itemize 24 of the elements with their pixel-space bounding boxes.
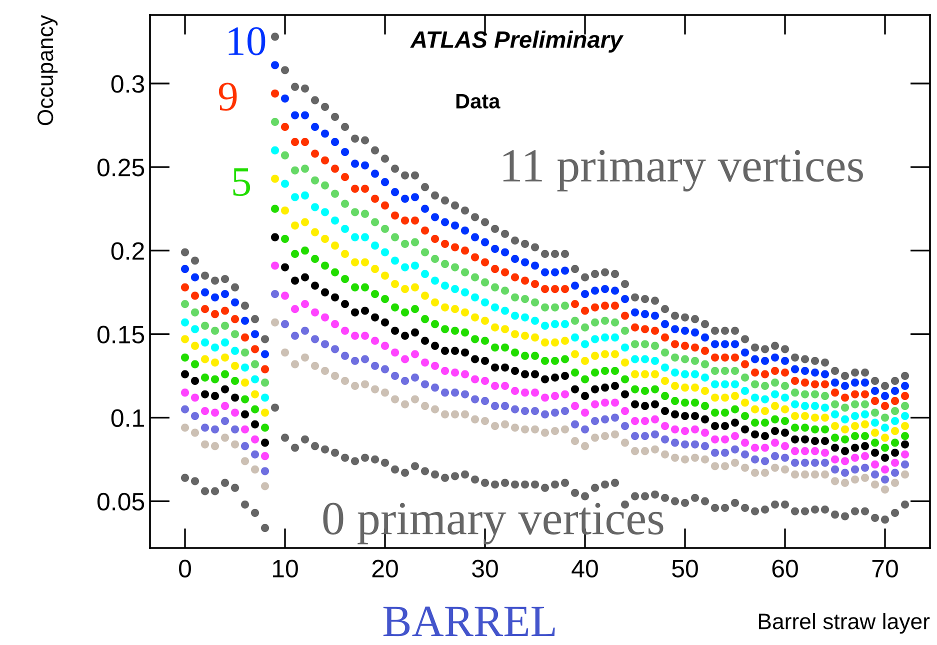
x-tick-label: 0 <box>179 560 191 578</box>
y-tick-label: 0.05 <box>97 492 144 511</box>
y-tick-label: 0.15 <box>97 326 144 344</box>
x-tick-label: 30 <box>472 560 498 578</box>
x-tick-label: 20 <box>372 560 398 578</box>
series-label: 9 <box>218 82 237 111</box>
x-tick-label: 40 <box>572 560 598 578</box>
y-tick-label: 0.2 <box>111 242 144 260</box>
series-label: 11 primary vertices <box>503 150 863 192</box>
y-axis-title: Occupancy <box>37 15 58 126</box>
x-axis-title: Barrel straw layer <box>758 612 930 634</box>
x-tick-label: 10 <box>273 560 298 578</box>
y-tick-label: 0.1 <box>111 409 144 427</box>
x-tick-label: 70 <box>872 560 898 578</box>
text: BARREL <box>383 606 555 636</box>
y-tick-label: 0.3 <box>111 75 144 93</box>
x-tick-label: 60 <box>772 560 798 578</box>
annotation: Data <box>456 94 500 109</box>
y-tick-label: 0.25 <box>97 158 144 176</box>
series-label: 0 primary vertices <box>323 502 664 544</box>
annotation: ATLAS Preliminary <box>410 30 624 53</box>
series-label: 10 <box>228 27 266 56</box>
x-tick-label: 50 <box>672 560 698 578</box>
series-label: 5 <box>233 168 250 196</box>
